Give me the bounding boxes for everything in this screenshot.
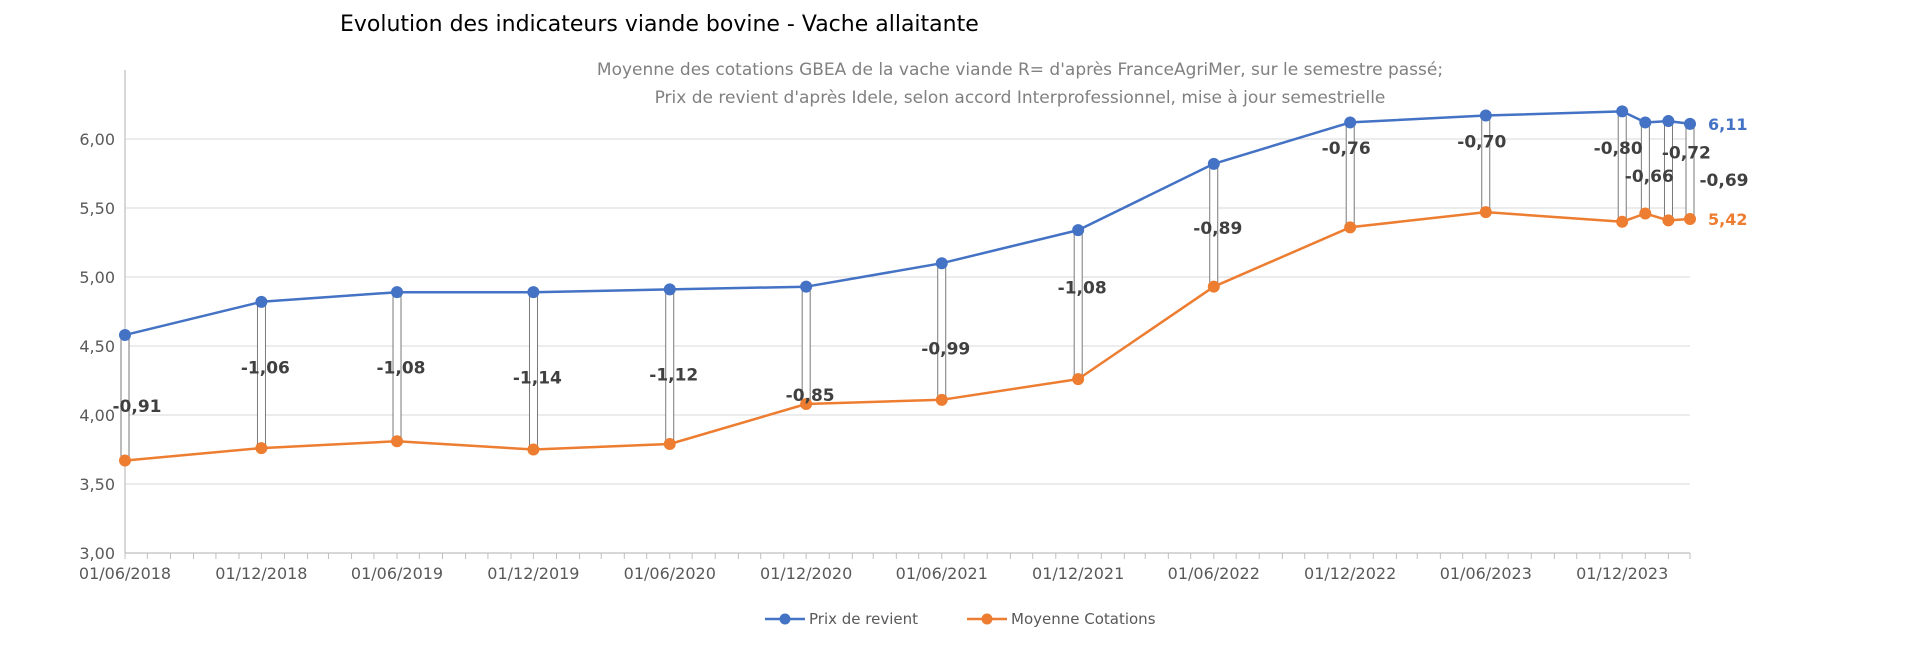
y-tick-label: 4,00 [79, 406, 115, 425]
data-point-prix-de-revient [663, 283, 676, 296]
data-point-prix-de-revient [1616, 105, 1629, 118]
data-point-moyenne-cotations [800, 397, 813, 410]
difference-label: -0,70 [1457, 132, 1506, 152]
legend-item-moyenne-cotations: Moyenne Cotations [967, 610, 1156, 628]
data-point-prix-de-revient [391, 286, 404, 299]
difference-label: -0,91 [113, 397, 162, 417]
gridlines [125, 138, 1690, 485]
y-tick-label: 3,50 [79, 475, 115, 494]
data-point-moyenne-cotations [663, 437, 676, 450]
legend-label: Prix de revient [809, 610, 918, 628]
data-point-moyenne-cotations [1639, 207, 1652, 220]
x-tick-label: 01/06/2022 [1168, 564, 1260, 583]
legend: Prix de revient Moyenne Cotations [765, 610, 1156, 628]
x-tick-label: 01/06/2019 [351, 564, 443, 583]
y-tick-label: 3,00 [79, 544, 115, 563]
y-tick-label: 5,00 [79, 268, 115, 287]
x-tick-label: 01/06/2020 [624, 564, 716, 583]
difference-bars [120, 111, 1695, 461]
series-line-prix-de-revient [124, 110, 1691, 337]
y-tick-label: 6,00 [79, 130, 115, 149]
difference-label: -0,89 [1193, 219, 1242, 239]
chart-title: Evolution des indicateurs viande bovine … [340, 12, 979, 37]
difference-bar [1073, 229, 1083, 380]
difference-label: -0,85 [786, 386, 835, 406]
data-point-prix-de-revient [527, 286, 540, 299]
data-point-moyenne-cotations [1616, 215, 1629, 228]
data-point-moyenne-cotations [1207, 280, 1220, 293]
difference-label: -1,08 [377, 359, 426, 379]
data-point-prix-de-revient [1639, 116, 1652, 129]
chart-subtitle-line-1: Moyenne des cotations GBEA de la vache v… [597, 60, 1443, 80]
data-point-prix-de-revient [1344, 116, 1357, 129]
y-tick-label: 4,50 [79, 337, 115, 356]
data-point-moyenne-cotations [1344, 221, 1357, 234]
difference-label: -1,12 [649, 366, 698, 386]
x-tick-label: 01/06/2018 [79, 564, 171, 583]
x-tick-label: 01/06/2023 [1440, 564, 1532, 583]
data-point-prix-de-revient [800, 280, 813, 293]
data-point-moyenne-cotations [1662, 214, 1675, 227]
data-point-moyenne-cotations [527, 443, 540, 456]
legend-marker [779, 613, 791, 625]
difference-label: -1,14 [513, 368, 562, 388]
legend-marker [981, 613, 993, 625]
series-lines [119, 105, 1696, 467]
series-line-moyenne-cotations [124, 210, 1691, 462]
difference-label: -0,80 [1594, 139, 1643, 159]
difference-bar [937, 262, 947, 401]
data-point-moyenne-cotations [935, 393, 948, 406]
difference-bar [1481, 115, 1491, 213]
data-point-moyenne-cotations [1072, 373, 1085, 386]
data-point-prix-de-revient [255, 295, 268, 308]
legend-label: Moyenne Cotations [1011, 610, 1156, 628]
x-tick-label: 01/06/2021 [896, 564, 988, 583]
data-point-moyenne-cotations [1479, 206, 1492, 219]
data-point-moyenne-cotations [391, 435, 404, 448]
x-tick-label: 01/12/2019 [487, 564, 579, 583]
data-point-prix-de-revient [1684, 117, 1696, 130]
y-tick-label: 5,50 [79, 199, 115, 218]
data-point-moyenne-cotations [255, 442, 268, 455]
difference-label: -0,99 [921, 339, 970, 359]
difference-bar [1345, 122, 1355, 228]
difference-label: -0,72 [1662, 143, 1711, 163]
difference-label: -0,69 [1700, 171, 1749, 191]
difference-label: -1,06 [241, 359, 290, 379]
difference-bar [1685, 123, 1695, 220]
axes: 3,00 3,50 4,00 4,50 5,00 5,50 6,00 01/06/2018 01… [79, 70, 1691, 583]
data-point-moyenne-cotations [1684, 213, 1696, 226]
end-label-prix-de-revient: 6,11 [1708, 115, 1747, 134]
difference-label: -1,08 [1058, 279, 1107, 299]
chart-subtitle-line-2: Prix de revient d'après Idele, selon acc… [655, 88, 1386, 108]
data-labels: -0,91 -1,06 -1,08 -1,14 -1,12 -0,85 -0,99 -1,08… [113, 115, 1749, 417]
data-point-prix-de-revient [119, 328, 131, 341]
x-tick-label: 01/12/2021 [1032, 564, 1124, 583]
end-label-moyenne-cotations: 5,42 [1708, 210, 1747, 229]
data-point-prix-de-revient [1662, 115, 1675, 128]
difference-label: -0,66 [1625, 167, 1674, 187]
x-tick-label: 01/12/2022 [1304, 564, 1396, 583]
data-point-prix-de-revient [1072, 224, 1085, 237]
x-tick-label: 01/12/2018 [215, 564, 307, 583]
data-point-prix-de-revient [935, 257, 948, 270]
data-point-prix-de-revient [1207, 157, 1220, 170]
data-point-prix-de-revient [1479, 109, 1492, 122]
data-point-moyenne-cotations [119, 454, 131, 467]
x-tick-label: 01/12/2020 [760, 564, 852, 583]
x-tick-label: 01/12/2023 [1576, 564, 1668, 583]
legend-item-prix-de-revient: Prix de revient [765, 610, 918, 628]
difference-label: -0,76 [1322, 139, 1371, 159]
